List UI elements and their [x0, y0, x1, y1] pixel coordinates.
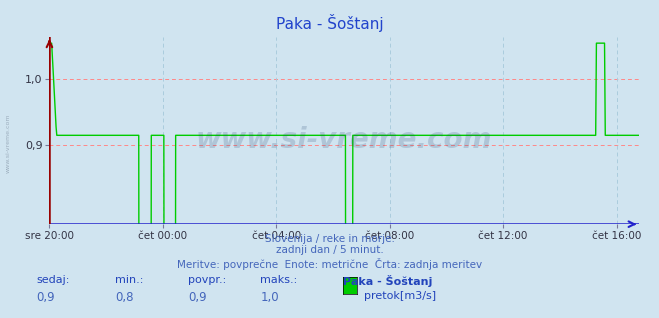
Text: 0,9: 0,9: [36, 291, 55, 304]
Text: www.si-vreme.com: www.si-vreme.com: [5, 113, 11, 173]
Text: pretok[m3/s]: pretok[m3/s]: [364, 291, 436, 301]
Text: www.si-vreme.com: www.si-vreme.com: [196, 126, 492, 154]
Text: sedaj:: sedaj:: [36, 275, 70, 285]
Text: maks.:: maks.:: [260, 275, 298, 285]
Text: 0,9: 0,9: [188, 291, 206, 304]
Text: zadnji dan / 5 minut.: zadnji dan / 5 minut.: [275, 245, 384, 255]
Text: Paka - Šoštanj: Paka - Šoštanj: [275, 14, 384, 32]
Text: min.:: min.:: [115, 275, 144, 285]
Text: Meritve: povprečne  Enote: metrične  Črta: zadnja meritev: Meritve: povprečne Enote: metrične Črta:…: [177, 258, 482, 270]
Text: Slovenija / reke in morje.: Slovenija / reke in morje.: [264, 234, 395, 244]
Text: 0,8: 0,8: [115, 291, 134, 304]
Text: povpr.:: povpr.:: [188, 275, 226, 285]
Text: Paka - Šoštanj: Paka - Šoštanj: [343, 275, 432, 287]
Text: 1,0: 1,0: [260, 291, 279, 304]
